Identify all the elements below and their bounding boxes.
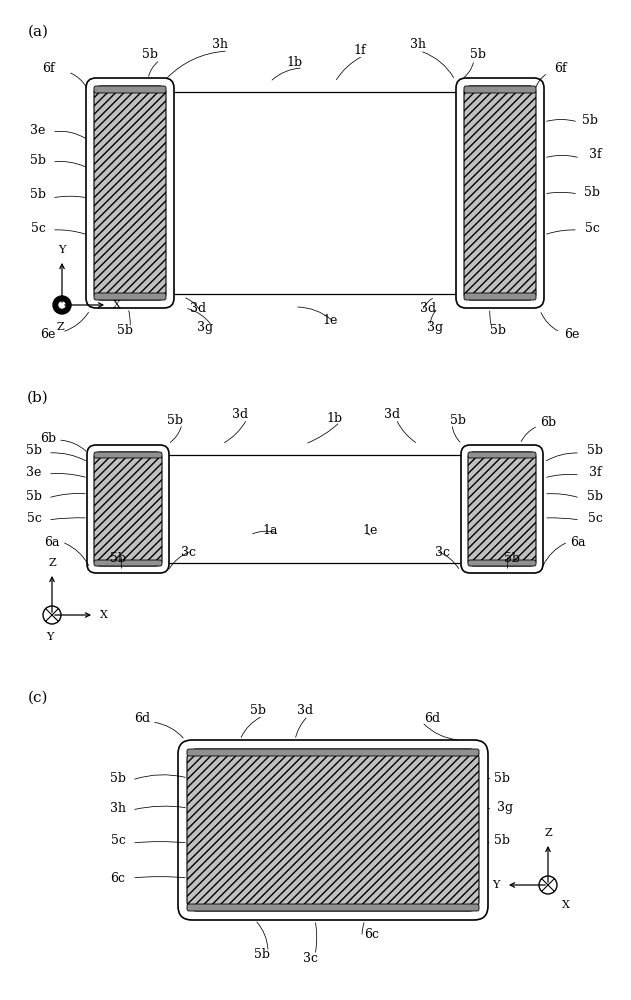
Text: 5b: 5b [582, 113, 598, 126]
Text: 5b: 5b [26, 489, 42, 502]
Text: 3f: 3f [589, 148, 601, 161]
Text: 3c: 3c [435, 546, 449, 558]
Text: 5b: 5b [504, 552, 520, 564]
Text: 3c: 3c [302, 952, 317, 964]
Text: (c): (c) [28, 691, 48, 705]
FancyBboxPatch shape [461, 445, 543, 573]
Text: 5b: 5b [584, 186, 600, 198]
Text: 5c: 5c [27, 512, 42, 524]
Text: 5b: 5b [494, 772, 510, 784]
Text: X: X [100, 610, 108, 620]
Text: Z: Z [56, 322, 64, 332]
FancyBboxPatch shape [94, 452, 162, 566]
Text: 5c: 5c [30, 222, 45, 234]
FancyBboxPatch shape [94, 452, 162, 458]
Text: 5b: 5b [167, 414, 183, 426]
FancyBboxPatch shape [94, 560, 162, 566]
Text: 5c: 5c [584, 222, 599, 234]
Text: 3e: 3e [30, 123, 45, 136]
Text: 5b: 5b [142, 48, 158, 62]
Text: 5b: 5b [494, 834, 510, 846]
Text: 5b: 5b [30, 188, 46, 202]
Text: 1e: 1e [362, 524, 378, 536]
Text: (b): (b) [27, 391, 49, 405]
Text: 6b: 6b [540, 416, 556, 428]
FancyBboxPatch shape [464, 86, 536, 93]
Text: 6c: 6c [110, 871, 126, 884]
Text: 3g: 3g [427, 322, 443, 334]
Text: 3h: 3h [410, 38, 426, 51]
Text: 5b: 5b [470, 48, 486, 62]
Text: 5b: 5b [587, 444, 603, 456]
Text: 3c: 3c [180, 546, 196, 558]
Text: 6d: 6d [134, 712, 150, 724]
Text: 1b: 1b [287, 55, 303, 68]
FancyBboxPatch shape [94, 293, 166, 300]
FancyBboxPatch shape [468, 452, 536, 566]
Text: Z: Z [48, 558, 56, 568]
Text: 6f: 6f [42, 62, 54, 75]
Text: 5b: 5b [110, 772, 126, 784]
Text: 6e: 6e [40, 328, 56, 342]
Text: 3d: 3d [297, 704, 313, 716]
Text: 6a: 6a [44, 536, 60, 550]
FancyBboxPatch shape [94, 86, 166, 93]
Text: 5b: 5b [450, 414, 466, 426]
Text: 3g: 3g [197, 322, 213, 334]
FancyBboxPatch shape [456, 78, 544, 308]
Text: Z: Z [544, 828, 552, 838]
FancyBboxPatch shape [94, 86, 166, 300]
FancyBboxPatch shape [464, 86, 536, 300]
Text: (a): (a) [28, 25, 49, 39]
FancyBboxPatch shape [86, 78, 174, 308]
FancyBboxPatch shape [464, 293, 536, 300]
Text: 6c: 6c [365, 928, 379, 942]
Text: Y: Y [492, 880, 500, 890]
Text: 5c: 5c [110, 834, 126, 846]
Text: 5b: 5b [254, 948, 270, 962]
Text: 5b: 5b [250, 704, 266, 716]
FancyBboxPatch shape [468, 560, 536, 566]
FancyBboxPatch shape [87, 445, 169, 573]
FancyBboxPatch shape [187, 749, 479, 756]
Text: 3d: 3d [384, 408, 400, 422]
Text: 6e: 6e [564, 328, 580, 342]
Text: 3d: 3d [232, 408, 248, 422]
Circle shape [59, 302, 65, 308]
Text: 3h: 3h [110, 802, 126, 814]
Text: 5b: 5b [490, 324, 506, 336]
Text: 3d: 3d [420, 302, 436, 314]
Text: 6b: 6b [40, 432, 56, 444]
Text: 3g: 3g [497, 802, 513, 814]
FancyBboxPatch shape [187, 749, 479, 911]
Text: 1f: 1f [354, 43, 367, 56]
Text: 1a: 1a [262, 524, 278, 536]
Text: X: X [562, 900, 570, 910]
Text: 5b: 5b [587, 489, 603, 502]
Text: 5b: 5b [26, 444, 42, 456]
Text: Y: Y [58, 245, 66, 255]
Text: 5b: 5b [30, 153, 46, 166]
Text: 5b: 5b [117, 324, 133, 336]
Text: 1b: 1b [327, 412, 343, 424]
Text: 1e: 1e [322, 314, 338, 326]
FancyBboxPatch shape [468, 452, 536, 458]
Text: 6d: 6d [424, 712, 440, 724]
Text: 3f: 3f [589, 466, 601, 479]
Text: Y: Y [46, 632, 54, 642]
Text: 6f: 6f [553, 62, 566, 75]
Text: X: X [113, 300, 121, 310]
FancyBboxPatch shape [187, 904, 479, 911]
Text: 3h: 3h [212, 38, 228, 51]
Text: 3d: 3d [190, 302, 206, 314]
Text: 5b: 5b [110, 552, 126, 564]
Text: 5c: 5c [587, 512, 603, 524]
Text: 3e: 3e [27, 466, 42, 479]
Circle shape [53, 296, 71, 314]
Text: 6a: 6a [570, 536, 586, 550]
FancyBboxPatch shape [178, 740, 488, 920]
